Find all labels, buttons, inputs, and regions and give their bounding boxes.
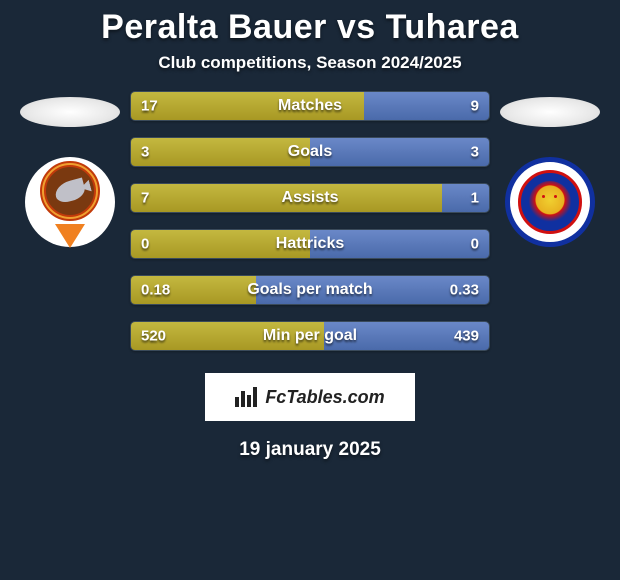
stats-bars: 17 9 Matches 3 3 Goals 7 1 Assists 0 0 Hattricks 0.1… [130, 91, 490, 351]
stat-value-left: 0.18 [141, 282, 170, 299]
player-left-silhouette [20, 97, 120, 127]
club-badge-left-ring-icon [40, 161, 100, 221]
stat-row: 3 3 Goals [130, 137, 490, 167]
stat-value-right: 0.33 [450, 282, 479, 299]
date-line: 19 january 2025 [0, 439, 620, 461]
shield-tip-icon [55, 224, 85, 248]
club-badge-left [25, 157, 115, 247]
stat-label: Goals per match [247, 281, 372, 299]
stat-row: 520 439 Min per goal [130, 321, 490, 351]
stat-value-left: 7 [141, 190, 149, 207]
stat-label: Min per goal [263, 327, 357, 345]
stat-bar-left [131, 138, 310, 166]
lion-icon [529, 181, 571, 223]
stat-value-left: 17 [141, 98, 158, 115]
stat-value-right: 0 [471, 236, 479, 253]
stat-value-right: 3 [471, 144, 479, 161]
stat-label: Goals [288, 143, 332, 161]
stat-label: Assists [282, 189, 339, 207]
right-player-col [490, 97, 610, 247]
comparison-area: 17 9 Matches 3 3 Goals 7 1 Assists 0 0 Hattricks 0.1… [0, 97, 620, 351]
stat-value-left: 0 [141, 236, 149, 253]
branding-box: FcTables.com [205, 373, 415, 421]
fctables-logo-icon [235, 387, 259, 407]
stat-row: 17 9 Matches [130, 91, 490, 121]
stat-row: 7 1 Assists [130, 183, 490, 213]
left-player-col [10, 97, 130, 247]
stat-value-left: 3 [141, 144, 149, 161]
stat-row: 0.18 0.33 Goals per match [130, 275, 490, 305]
stat-bar-right [442, 184, 489, 212]
player-right-silhouette [500, 97, 600, 127]
shark-icon [53, 177, 87, 204]
stat-label: Hattricks [276, 235, 344, 253]
stat-bar-right [310, 138, 489, 166]
stat-value-left: 520 [141, 328, 166, 345]
stat-row: 0 0 Hattricks [130, 229, 490, 259]
branding-text: FcTables.com [265, 387, 384, 408]
stat-value-right: 439 [454, 328, 479, 345]
stat-label: Matches [278, 97, 342, 115]
page-title: Peralta Bauer vs Tuharea [0, 8, 620, 47]
subtitle: Club competitions, Season 2024/2025 [0, 53, 620, 73]
stat-value-right: 9 [471, 98, 479, 115]
stat-value-right: 1 [471, 190, 479, 207]
club-badge-right [505, 157, 595, 247]
